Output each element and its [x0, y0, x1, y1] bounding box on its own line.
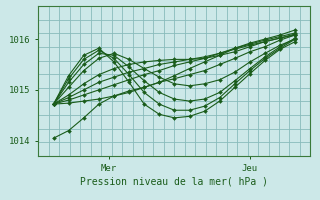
X-axis label: Pression niveau de la mer( hPa ): Pression niveau de la mer( hPa )	[80, 177, 268, 187]
